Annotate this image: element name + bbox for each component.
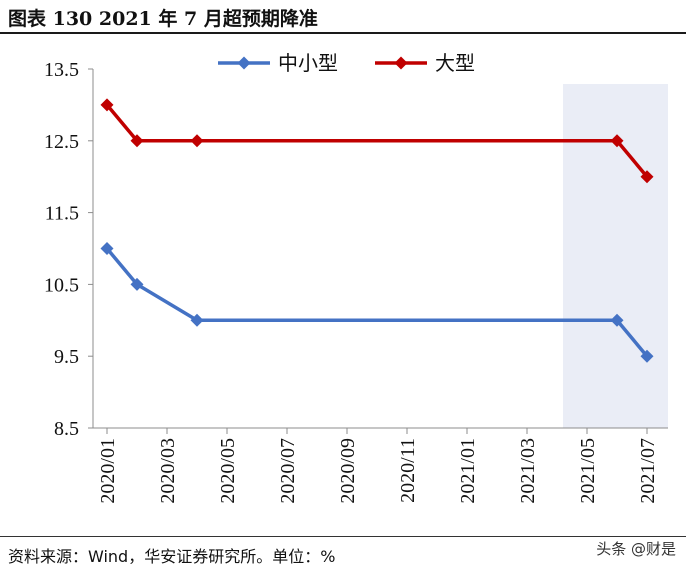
- x-tick-label: 2020/11: [397, 438, 419, 503]
- series-point-0: [640, 349, 654, 363]
- source-note: 资料来源：Wind，华安证券研究所。单位：%: [8, 547, 336, 566]
- x-tick-label: 2020/09: [337, 438, 359, 504]
- series-point-1: [130, 134, 144, 148]
- legend-swatch-marker: [394, 56, 408, 70]
- series-point-1: [610, 134, 624, 148]
- series-point-1: [640, 170, 654, 184]
- series-point-0: [190, 313, 204, 327]
- x-tick-label: 2021/07: [637, 438, 659, 504]
- x-tick-label: 2021/03: [517, 438, 539, 504]
- legend-label: 大型: [435, 51, 475, 75]
- y-tick-label: 8.5: [54, 418, 79, 440]
- x-tick-label: 2020/05: [217, 438, 239, 504]
- series-point-0: [610, 313, 624, 327]
- y-tick-label: 9.5: [54, 346, 79, 368]
- chart-title: 图表 130 2021 年 7 月超预期降准: [8, 8, 318, 30]
- watermark: 头条 @财是: [596, 540, 676, 558]
- y-tick-label: 12.5: [44, 131, 79, 153]
- y-tick-label: 10.5: [44, 274, 79, 296]
- x-tick-label: 2020/07: [277, 438, 299, 504]
- legend-swatch-marker: [237, 56, 251, 70]
- rrr-line-chart: 8.5 9.5 10.5 11.5 12.5 13.5 2020/01 2020/03 2020…: [44, 51, 668, 504]
- series-point-0: [100, 242, 114, 255]
- y-tick-label: 11.5: [45, 203, 79, 225]
- footer-divider: [0, 536, 686, 537]
- series-point-0: [130, 277, 144, 291]
- x-tick-label: 2020/03: [157, 438, 179, 504]
- x-tick-label: 2021/05: [577, 438, 599, 504]
- title-divider: [0, 32, 686, 34]
- x-tick-label: 2021/01: [457, 438, 479, 504]
- x-tick-label: 2020/01: [97, 438, 119, 504]
- highlight-band: [563, 84, 668, 428]
- legend-label: 中小型: [278, 51, 338, 75]
- series-point-1: [100, 98, 114, 112]
- y-tick-label: 13.5: [44, 59, 79, 81]
- series-point-1: [190, 134, 204, 148]
